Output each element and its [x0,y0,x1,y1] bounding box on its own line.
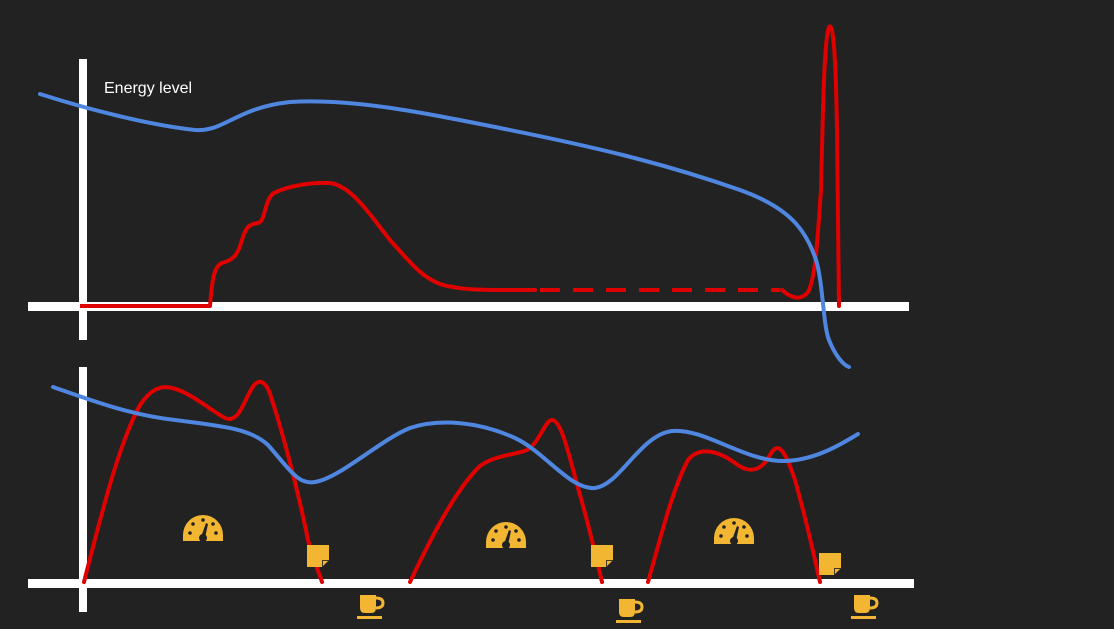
blue-energy-curve [38,92,851,369]
top-panel: Energy level [28,24,909,369]
speedometer-icon [183,515,223,542]
red-work-curve-3 [646,446,822,584]
speedometer-icon [486,522,526,549]
bottom-panel [28,367,914,625]
red-work-curve-2 [408,418,604,584]
sticky-note-icon [819,553,841,575]
bottom-y-axis [79,367,87,612]
blue-energy-curve-bottom [51,385,860,491]
coffee-cup-icon [355,593,385,621]
sticky-note-icon [591,545,613,567]
speedometer-icon [714,518,754,545]
red-spike-curve [780,24,841,308]
bottom-x-axis [28,579,914,588]
coffee-cup-icon [849,593,879,621]
red-work-curve-1 [82,379,324,584]
sticky-note-icon [307,545,329,567]
energy-level-label: Energy level [104,80,192,97]
top-y-axis [79,59,87,340]
top-x-axis [28,302,909,311]
red-activity-curve [208,180,537,308]
coffee-cup-icon [614,597,644,625]
